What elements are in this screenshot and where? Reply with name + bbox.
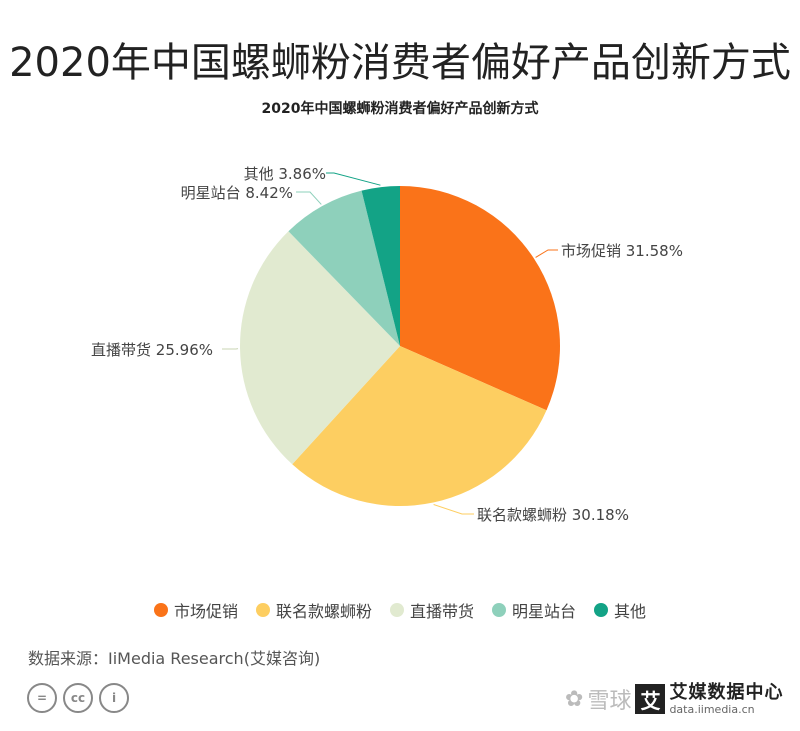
data-label-3: 明星站台 8.42%: [181, 184, 293, 202]
leader-line-4: [326, 172, 381, 186]
equals-icon: =: [27, 683, 57, 713]
legend-item-celebrity[interactable]: 明星站台: [492, 598, 576, 622]
brand-block: 艾媒数据中心 data.iimedia.cn: [669, 681, 784, 716]
data-label-4: 其他 3.86%: [244, 165, 326, 183]
legend-item-other[interactable]: 其他: [594, 598, 646, 622]
pie-slice-1: [292, 346, 547, 507]
brand-name: 艾媒数据中心: [669, 681, 784, 703]
xueqiu-watermark: 雪球: [587, 689, 632, 714]
legend-label: 明星站台: [512, 602, 577, 621]
data-label-2: 直播带货 25.96%: [91, 341, 213, 359]
legend-swatch: [389, 603, 404, 617]
license-icons: = cc i: [27, 683, 129, 713]
legend-label: 市场促销: [173, 602, 238, 621]
xueqiu-logo-icon: ✿: [565, 686, 584, 712]
leader-line-3: [296, 191, 322, 205]
chart-title: 2020年中国螺蛳粉消费者偏好产品创新方式: [261, 101, 539, 117]
pie-slice-4: [361, 185, 400, 346]
pie-slice-2: [240, 231, 400, 465]
watermark: ✿ 雪球 艾 艾媒数据中心 data.iimedia.cn: [565, 683, 783, 715]
legend-swatch: [153, 603, 168, 617]
leader-line-0: [535, 249, 558, 258]
data-label-1: 联名款螺蛳粉 30.18%: [477, 506, 629, 524]
data-source: 数据来源：IiMedia Research(艾媒咨询): [28, 649, 321, 668]
legend-item-market-promotion[interactable]: 市场促销: [153, 598, 238, 622]
legend-label: 直播带货: [409, 602, 474, 621]
legend-item-co-branded[interactable]: 联名款螺蛳粉: [255, 598, 372, 622]
iimedia-logo-icon: 艾: [635, 684, 666, 714]
legend-swatch: [594, 603, 609, 617]
legend-swatch: [492, 603, 506, 617]
chart-legend: 市场促销 联名款螺蛳粉 直播带货 明星站台 其他: [0, 598, 800, 622]
brand-url: data.iimedia.cn: [669, 702, 755, 716]
pie-slice-3: [288, 190, 400, 346]
page-title: 2020年中国螺蛳粉消费者偏好产品创新方式: [9, 40, 791, 86]
leader-line-1: [433, 504, 474, 515]
cc-icon: cc: [63, 683, 93, 713]
data-label-0: 市场促销 31.58%: [561, 242, 683, 260]
legend-label: 其他: [614, 602, 647, 621]
legend-item-livestream[interactable]: 直播带货: [389, 598, 474, 622]
person-icon: i: [99, 683, 129, 713]
pie-slice-0: [400, 186, 561, 411]
legend-swatch: [255, 603, 270, 617]
legend-label: 联名款螺蛳粉: [275, 602, 372, 621]
